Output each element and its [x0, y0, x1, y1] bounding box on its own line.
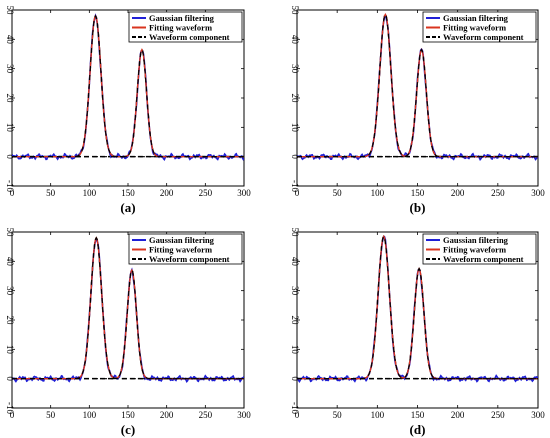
y-tick-label: 10 — [5, 345, 15, 355]
panel-c: 0 50 100 150 200 250 300-1001020304050Gaussian… — [5, 228, 251, 438]
y-tick-label: 20 — [290, 316, 300, 326]
legend-label-3: Waveform component — [443, 32, 524, 42]
panel-label: (a) — [120, 200, 135, 215]
x-tick-label: 50 — [46, 188, 56, 198]
legend-label-3: Waveform component — [149, 32, 230, 42]
x-tick-label: 50 — [46, 410, 56, 420]
panel-a: 0 50 100 150 200 250 300-1001020304050Gaussian… — [5, 6, 251, 216]
panel-d: 0 50 100 150 200 250 300-1001020304050Gaussian… — [290, 228, 545, 438]
waveform-component-line-2 — [12, 47, 244, 158]
x-tick-label: 250 — [199, 410, 213, 420]
y-tick-label: 40 — [5, 257, 15, 267]
x-tick-label: 300 — [531, 410, 545, 420]
x-tick-label: 150 — [121, 410, 135, 420]
y-tick-label: 10 — [290, 345, 300, 355]
y-tick-label: 0 — [5, 154, 15, 159]
x-tick-label: 0 — [10, 188, 15, 198]
x-tick-label: 300 — [237, 188, 251, 198]
legend-label-1: Gaussian filtering — [149, 235, 215, 245]
x-tick-label: 0 — [10, 410, 15, 420]
legend-box — [128, 11, 243, 43]
waveform-component-overlay-2 — [297, 267, 538, 380]
y-tick-label: 40 — [290, 35, 300, 45]
y-tick-label: -10 — [5, 180, 15, 192]
y-tick-label: -10 — [290, 180, 300, 192]
legend-box — [422, 11, 537, 43]
x-tick-label: 200 — [451, 188, 465, 198]
waveform-component-overlay-2 — [12, 268, 244, 380]
legend-box — [128, 233, 243, 265]
y-tick-label: 50 — [5, 6, 15, 16]
legend-label-2: Fitting waveform — [443, 245, 506, 255]
y-tick-label: 50 — [290, 6, 300, 16]
x-tick-label: 0 — [295, 188, 300, 198]
panel-label: (d) — [410, 422, 426, 437]
waveform-component-overlay-2 — [12, 48, 244, 158]
y-tick-label: 50 — [290, 228, 300, 238]
x-tick-label: 150 — [121, 188, 135, 198]
waveform-component-overlay-2 — [297, 48, 538, 158]
y-tick-label: -10 — [5, 402, 15, 414]
x-tick-label: 100 — [371, 188, 385, 198]
x-tick-label: 150 — [411, 188, 425, 198]
legend-label-1: Gaussian filtering — [443, 13, 509, 23]
legend-label-2: Fitting waveform — [443, 23, 506, 33]
y-tick-label: 20 — [5, 94, 15, 104]
legend-label-3: Waveform component — [443, 254, 524, 264]
y-tick-label: 30 — [290, 64, 300, 74]
y-tick-label: -10 — [290, 402, 300, 414]
x-tick-label: 200 — [160, 410, 174, 420]
y-tick-label: 20 — [290, 94, 300, 104]
x-tick-label: 0 — [295, 410, 300, 420]
y-tick-label: 40 — [5, 35, 15, 45]
x-tick-label: 100 — [83, 188, 97, 198]
x-tick-label: 100 — [83, 410, 97, 420]
x-tick-label: 200 — [160, 188, 174, 198]
x-tick-label: 300 — [237, 410, 251, 420]
legend-label-3: Waveform component — [149, 254, 230, 264]
y-tick-label: 0 — [290, 376, 300, 381]
y-tick-label: 10 — [290, 123, 300, 133]
x-tick-label: 200 — [451, 410, 465, 420]
legend-label-2: Fitting waveform — [149, 23, 212, 33]
y-tick-label: 0 — [290, 154, 300, 159]
legend-label-2: Fitting waveform — [149, 245, 212, 255]
panel-label: (b) — [410, 200, 426, 215]
y-tick-label: 10 — [5, 123, 15, 133]
legend-label-1: Gaussian filtering — [443, 235, 509, 245]
x-tick-label: 250 — [491, 410, 505, 420]
x-tick-label: 100 — [371, 410, 385, 420]
y-tick-label: 40 — [290, 257, 300, 267]
x-tick-label: 50 — [333, 410, 343, 420]
y-tick-label: 0 — [5, 376, 15, 381]
x-tick-label: 150 — [411, 410, 425, 420]
waveform-component-line-2 — [297, 267, 538, 380]
y-tick-label: 20 — [5, 316, 15, 326]
x-tick-label: 250 — [199, 188, 213, 198]
panel-label: (c) — [121, 422, 135, 437]
x-tick-label: 300 — [531, 188, 545, 198]
waveform-component-line-2 — [297, 48, 538, 158]
y-tick-label: 30 — [290, 286, 300, 296]
y-tick-label: 50 — [5, 228, 15, 238]
legend-box — [422, 233, 537, 265]
legend-label-1: Gaussian filtering — [149, 13, 215, 23]
y-tick-label: 30 — [5, 64, 15, 74]
waveform-component-line-2 — [12, 268, 244, 380]
x-tick-label: 50 — [333, 188, 343, 198]
y-tick-label: 30 — [5, 286, 15, 296]
x-tick-label: 250 — [491, 188, 505, 198]
panel-b: 0 50 100 150 200 250 300-1001020304050Gaussian… — [290, 6, 545, 216]
